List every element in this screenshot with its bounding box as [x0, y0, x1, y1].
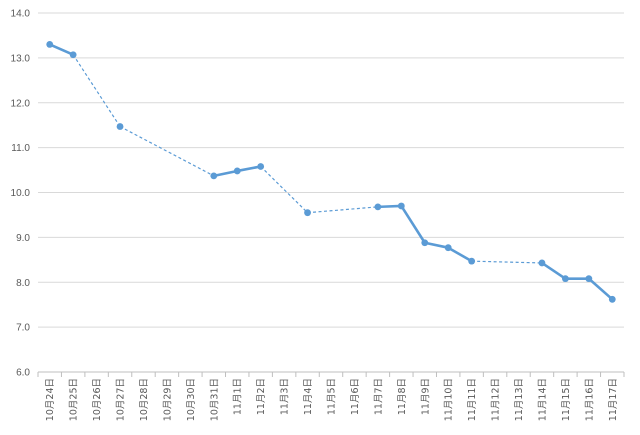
data-point	[69, 51, 77, 59]
y-tick-label: 10.0	[11, 188, 31, 199]
x-tick-label: 10月25日	[69, 378, 80, 421]
x-tick-label: 10月30日	[186, 378, 197, 421]
x-tick-label: 11月15日	[561, 378, 572, 421]
data-point	[444, 244, 452, 252]
data-point	[468, 257, 476, 265]
line-segment-gap	[119, 126, 215, 177]
y-tick-label: 12.0	[11, 98, 31, 109]
data-point	[585, 275, 593, 283]
data-point	[46, 41, 54, 48]
x-tick-label: 11月4日	[303, 378, 314, 415]
x-axis-tick-labels: 10月24日 10月25日 10月26日 10月27日 10月28日 10月29日 10月3…	[45, 378, 619, 421]
line-segment-gap	[471, 260, 542, 264]
line-segment	[540, 261, 567, 280]
x-tick-label: 10月28日	[139, 378, 150, 421]
series-points	[46, 41, 616, 303]
x-tick-label: 11月14日	[537, 378, 548, 421]
x-tick-label: 11月6日	[350, 378, 361, 415]
x-tick-label: 10月29日	[162, 378, 173, 421]
data-point	[233, 167, 241, 175]
line-segment	[376, 204, 403, 209]
line-segment	[423, 241, 450, 249]
line-segment-gap	[307, 206, 378, 214]
line-segment-gap	[72, 54, 121, 127]
x-tick-label: 10月26日	[92, 378, 103, 421]
y-tick-label: 8.0	[16, 278, 30, 289]
x-tick-label: 11月3日	[280, 378, 291, 415]
y-tick-label: 6.0	[16, 368, 30, 379]
x-tick-label: 11月10日	[444, 378, 455, 421]
data-point	[116, 123, 124, 130]
data-point	[608, 295, 616, 303]
gridlines	[38, 12, 624, 328]
x-tick-label: 11月13日	[514, 378, 525, 421]
x-tick-label: 11月9日	[420, 378, 431, 415]
data-point	[374, 203, 382, 211]
x-tick-label: 11月5日	[327, 378, 338, 415]
x-tick-label: 11月16日	[584, 378, 595, 421]
y-tick-label: 7.0	[16, 323, 30, 334]
x-tick-label: 11月1日	[233, 378, 244, 415]
data-point	[562, 275, 569, 283]
x-tick-label: 10月24日	[45, 378, 56, 421]
series-line	[48, 43, 614, 301]
y-tick-label: 11.0	[11, 143, 30, 154]
data-point	[257, 163, 265, 170]
data-point	[304, 209, 311, 217]
y-axis-tick-labels: 6.0 7.0 8.0 9.0 10.0 11.0 12.0 13.0 14.0	[11, 9, 31, 379]
data-point	[210, 172, 218, 180]
x-tick-label: 10月27日	[116, 378, 127, 421]
y-tick-label: 9.0	[16, 233, 30, 244]
x-tick-label: 10月31日	[209, 378, 220, 421]
data-point	[397, 202, 405, 210]
y-tick-label: 13.0	[11, 53, 31, 64]
x-tick-label: 11月12日	[491, 378, 502, 421]
y-tick-label: 14.0	[11, 9, 31, 20]
line-segment	[212, 169, 239, 178]
line-segment	[446, 246, 473, 263]
line-segment	[400, 204, 427, 245]
x-tick-label: 11月8日	[397, 378, 408, 415]
data-point	[421, 239, 429, 247]
line-segment-gap	[260, 166, 308, 214]
data-point	[538, 259, 546, 267]
line-segment	[587, 277, 614, 301]
x-tick-label: 11月11日	[467, 378, 478, 421]
line-segment	[235, 165, 262, 173]
x-tick-label: 11月7日	[373, 378, 384, 415]
x-tick-label: 11月2日	[256, 378, 267, 415]
x-axis	[37, 371, 625, 377]
x-tick-label: 11月17日	[608, 378, 619, 421]
line-segment	[48, 43, 75, 57]
